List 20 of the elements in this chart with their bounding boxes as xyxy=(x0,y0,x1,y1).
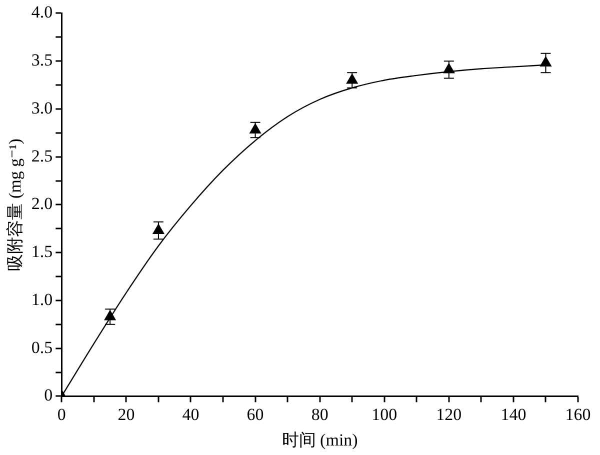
y-tick-label: 3.5 xyxy=(31,50,53,70)
y-tick-label: 0.5 xyxy=(31,338,53,357)
x-tick-label: 100 xyxy=(372,404,398,424)
x-tick-label: 160 xyxy=(565,404,591,424)
x-tick-label: 40 xyxy=(182,404,200,424)
y-tick-label: 0 xyxy=(44,386,53,405)
y-tick-label: 1.0 xyxy=(31,290,53,309)
x-tick-label: 0 xyxy=(57,404,66,424)
x-axis-title: 时间 (min) xyxy=(282,430,358,450)
y-tick-label: 1.5 xyxy=(31,242,53,262)
x-tick-label: 60 xyxy=(246,404,264,424)
x-tick-label: 140 xyxy=(500,404,526,424)
y-tick-label: 4.0 xyxy=(31,2,53,22)
y-tick-label: 2.0 xyxy=(31,194,53,214)
x-tick-label: 20 xyxy=(118,404,135,424)
x-tick-label: 120 xyxy=(436,404,462,424)
y-tick-label: 2.5 xyxy=(31,146,53,166)
y-tick-label: 3.0 xyxy=(31,98,53,118)
x-tick-label: 80 xyxy=(311,404,328,424)
y-axis-title: 吸附容量 (mg g⁻¹) xyxy=(6,138,25,271)
